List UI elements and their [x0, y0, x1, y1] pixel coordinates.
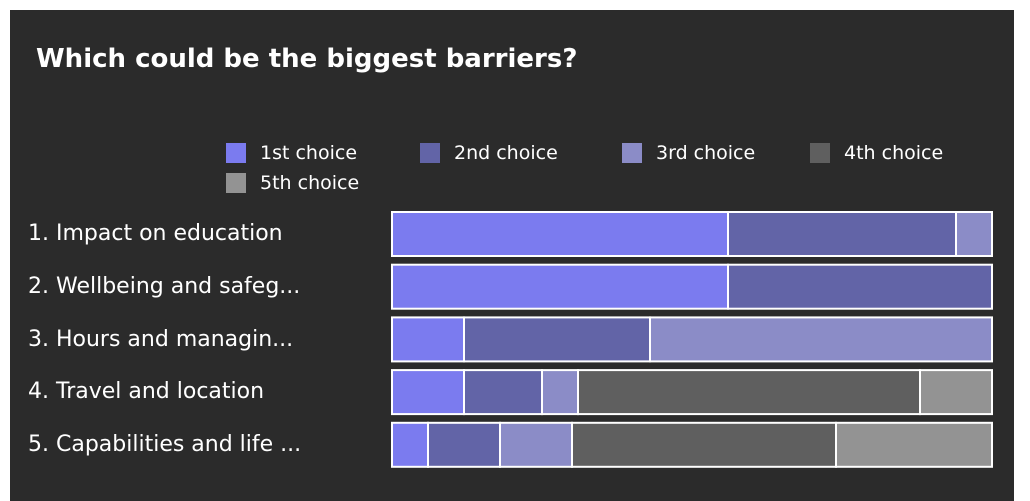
legend-label-2nd-choice: 2nd choice [454, 142, 558, 164]
legend-item-2nd-choice[interactable]: 2nd choice [420, 142, 558, 164]
bar-segment-row1-series2[interactable] [727, 211, 957, 257]
bar-chart-plot [391, 211, 993, 468]
bar-segment-row2-series1[interactable] [391, 263, 729, 310]
chart-title: Which could be the biggest barriers? [36, 44, 578, 74]
legend-item-4th-choice[interactable]: 4th choice [810, 142, 943, 164]
bar-segment-row3-series1[interactable] [391, 316, 465, 363]
legend-label-4th-choice: 4th choice [844, 142, 944, 164]
legend-label-3rd-choice: 3rd choice [656, 142, 756, 164]
bar-segment-row4-series5[interactable] [919, 369, 993, 416]
chart-legend: 1st choice 2nd choice 3rd choice 4th cho… [10, 10, 1014, 210]
category-label-5: 5. Capabilities and life ... [28, 432, 302, 457]
bar-segment-row5-series2[interactable] [427, 421, 501, 468]
legend-swatch-5th-choice [226, 173, 246, 193]
bar-segment-row3-series3[interactable] [649, 316, 993, 363]
legend-item-5th-choice[interactable]: 5th choice [226, 172, 359, 194]
legend-label-5th-choice: 5th choice [260, 172, 360, 194]
legend-swatch-1st-choice [226, 143, 246, 163]
bar-segment-row5-series1[interactable] [391, 421, 429, 468]
legend-item-1st-choice[interactable]: 1st choice [226, 142, 357, 164]
category-label-2: 2. Wellbeing and safeg... [28, 274, 301, 299]
bar-segment-row4-series2[interactable] [463, 369, 543, 416]
legend-swatch-2nd-choice [420, 143, 440, 163]
bar-segment-row5-series4[interactable] [571, 421, 837, 468]
category-label-1: 1. Impact on education [28, 221, 283, 246]
bar-segment-row5-series3[interactable] [499, 421, 573, 468]
bar-segment-row1-series1[interactable] [391, 211, 729, 257]
bar-segment-row4-series4[interactable] [577, 369, 921, 416]
legend-item-3rd-choice[interactable]: 3rd choice [622, 142, 755, 164]
bar-segment-row4-series1[interactable] [391, 369, 465, 416]
category-label-4: 4. Travel and location [28, 379, 265, 404]
category-label-3: 3. Hours and managin... [28, 327, 294, 352]
bar-segment-row1-series3[interactable] [955, 211, 993, 257]
bar-segment-row3-series2[interactable] [463, 316, 651, 363]
legend-label-1st-choice: 1st choice [260, 142, 358, 164]
bar-segment-row2-series2[interactable] [727, 263, 993, 310]
legend-swatch-4th-choice [810, 143, 830, 163]
bar-segment-row5-series5[interactable] [835, 421, 993, 468]
bar-segment-row4-series3[interactable] [541, 369, 579, 416]
chart-panel: Which could be the biggest barriers? 1st… [10, 10, 1014, 501]
legend-swatch-3rd-choice [622, 143, 642, 163]
